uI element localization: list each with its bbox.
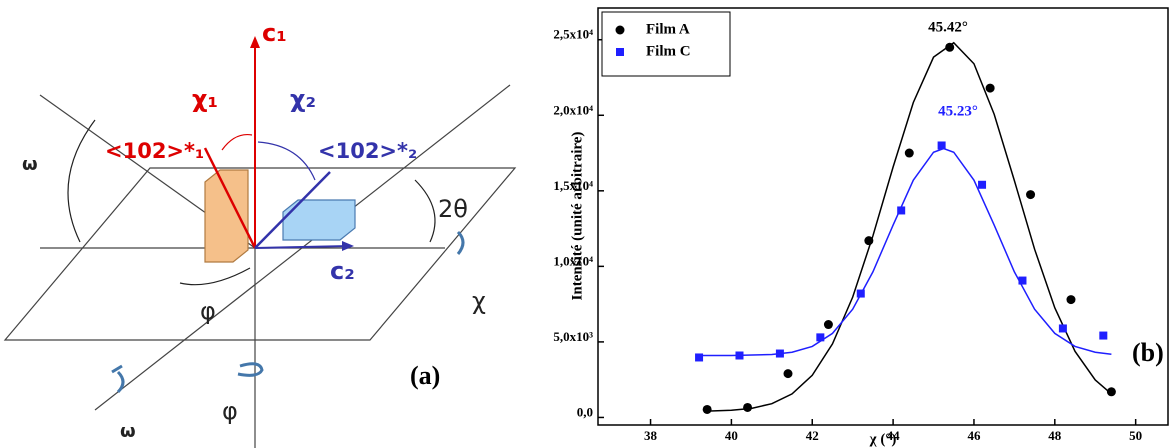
y-tick-label: 1,5x10⁴ (553, 178, 593, 193)
blue-box (282, 199, 356, 241)
diagram-label: c₁ (262, 19, 287, 47)
diagram (3, 36, 517, 448)
point (695, 353, 704, 362)
chi1-arc (221, 133, 253, 151)
y-tick-label: 2,0x10⁴ (553, 102, 593, 117)
point (937, 141, 946, 150)
diagram-label: χ₁ (192, 85, 218, 113)
point (1099, 331, 1108, 340)
chi2-arc (257, 141, 316, 181)
x-tick-label: 48 (1048, 428, 1062, 443)
point (1066, 295, 1076, 305)
plot-frame (597, 7, 1169, 426)
rot-icon (111, 364, 125, 394)
vector-1 (203, 147, 257, 249)
point (864, 236, 874, 246)
point (856, 289, 865, 298)
y-tick-label: 2,5x10⁴ (553, 27, 593, 42)
y-tick-label: 5,0x10³ (553, 329, 593, 344)
legend-marker (615, 25, 625, 35)
legend-box (601, 11, 731, 77)
x-axis-label: χ (°) (869, 431, 897, 447)
point (816, 333, 825, 342)
y-tick-label: 0,0 (577, 404, 593, 419)
point (775, 349, 784, 358)
diagram-label: ω (120, 421, 136, 442)
x-tick-label: 46 (967, 428, 981, 443)
diagram-label: <102>*₁ (105, 139, 204, 163)
annotation: 45.42° (928, 19, 968, 35)
diagram-label: φ (222, 397, 238, 425)
annotation: (b) (1132, 338, 1164, 367)
diagram-label: ω (22, 154, 38, 175)
legend-label: Film A (646, 21, 690, 37)
point (904, 148, 914, 158)
x-tick-label: 38 (644, 428, 658, 443)
y-tick-label: 1,0x10⁴ (553, 253, 593, 268)
point (978, 180, 987, 189)
point (945, 42, 955, 52)
x-tick-label: 50 (1129, 428, 1142, 443)
y-axis-label: Intensité (unité arbitraire) (569, 132, 585, 301)
point (1026, 190, 1036, 200)
x-tick-label: 42 (806, 428, 819, 443)
fit-curve (707, 41, 1112, 412)
point (702, 404, 712, 414)
diagram-label: c₂ (330, 257, 355, 285)
point (985, 83, 995, 93)
point (743, 402, 753, 412)
panel-label: (a) (410, 361, 440, 390)
diagram-label: φ (200, 297, 216, 325)
diagram-label: χ₂ (290, 85, 316, 113)
orange-box (204, 169, 249, 263)
plane (3, 167, 517, 341)
x-tick-label: 44 (887, 428, 901, 443)
arrow-head (342, 241, 354, 251)
point (1058, 324, 1067, 333)
omega-arc (67, 119, 96, 243)
point (735, 351, 744, 360)
rot-icon (456, 230, 465, 255)
phi-arc (179, 267, 251, 286)
theta-arc (414, 179, 436, 243)
c2-arrow (254, 245, 351, 249)
arrow-head (250, 36, 260, 48)
diagram-label: <102>*₂ (318, 139, 417, 163)
point (823, 320, 833, 330)
annotation: 45.23° (938, 103, 978, 119)
diagram-label: 2θ (438, 195, 468, 223)
point (783, 369, 793, 379)
legend-label: Film C (646, 43, 691, 59)
point (1106, 387, 1116, 397)
legend-marker (616, 48, 624, 56)
fit-curve (699, 147, 1112, 357)
point (1018, 276, 1027, 285)
point (897, 206, 906, 215)
vector-2 (254, 171, 331, 249)
x-tick-label: 40 (725, 428, 738, 443)
rot-icon (237, 362, 264, 377)
diagram-label: χ (472, 287, 486, 315)
